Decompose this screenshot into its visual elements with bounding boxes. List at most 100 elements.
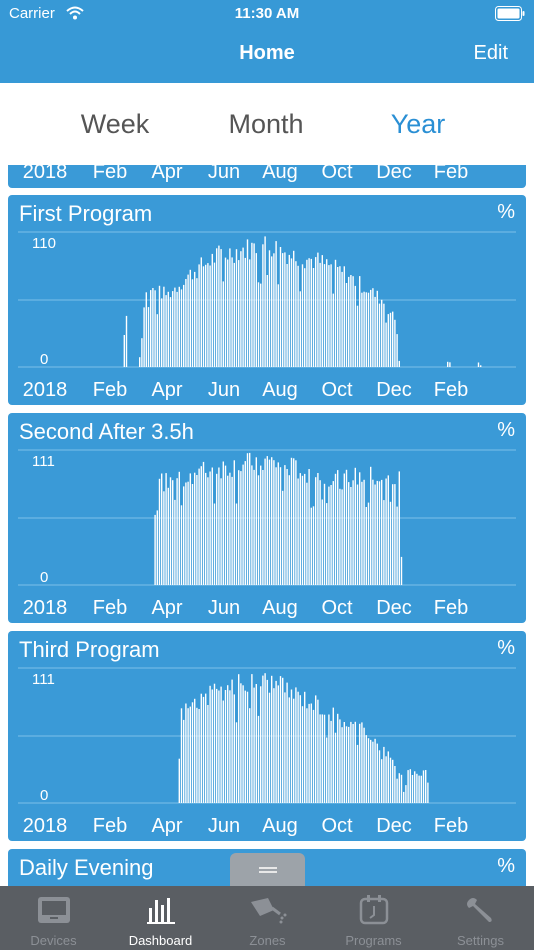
chart-bar (341, 271, 343, 367)
x-tick-label: Jun (207, 597, 241, 619)
chart-bar (321, 499, 323, 585)
chart-bar (330, 720, 332, 803)
chart-bar (376, 290, 378, 367)
chart-bar (262, 470, 264, 585)
chart-bar (260, 686, 262, 803)
chart-bar (275, 241, 277, 367)
chart-bar (275, 680, 277, 803)
chart-bar (260, 283, 262, 367)
tab-settings[interactable]: Settings (427, 886, 534, 950)
chart-bar (328, 486, 330, 585)
chart-bar (266, 456, 268, 585)
chart-bar (174, 499, 176, 585)
chart-bars (178, 673, 429, 803)
chart-bar (411, 775, 414, 803)
chart-bar (257, 282, 260, 367)
chart-bar (376, 743, 378, 803)
chart-bar (222, 461, 224, 585)
chart-bar (372, 479, 374, 585)
chart-bar (268, 459, 271, 585)
x-tick-label: Apr (151, 597, 183, 619)
card-unit: % (497, 855, 515, 877)
chart-bar (191, 484, 194, 585)
chart-bar (403, 791, 405, 803)
chart-bar (224, 690, 227, 803)
chart-bar (378, 481, 381, 585)
tab-devices[interactable]: Devices (0, 886, 107, 950)
chart-bar (224, 465, 227, 585)
chart-bar (242, 247, 244, 367)
chart-bar (374, 738, 376, 803)
chart-plot: 110 0 (18, 231, 516, 368)
chart-card-first-program[interactable]: First Program % 110 0 2018 Feb Apr Jun A… (8, 195, 526, 405)
chart-bar (328, 265, 330, 367)
chart-bar (312, 268, 315, 367)
chart-bar (348, 276, 350, 367)
tab-label: Devices (30, 933, 77, 948)
chart-bar (312, 506, 315, 585)
chart-bar (392, 484, 394, 585)
x-tick-label: 2018 (22, 815, 68, 837)
chart-bar (363, 479, 365, 585)
chart-bar (240, 471, 242, 585)
chart-card-partial-top[interactable]: 2018 Feb Apr Jun Aug Oct Dec Feb (8, 165, 526, 188)
chart-bar (319, 480, 321, 585)
chart-bar (198, 709, 200, 803)
chart-bar (202, 266, 205, 367)
settings-icon (466, 898, 492, 922)
chart-bar (383, 303, 385, 367)
chart-bar (196, 707, 198, 803)
chart-bar (266, 275, 268, 367)
status-bar: Carrier 11:30 AM (0, 0, 534, 28)
tab-programs[interactable]: Programs (320, 886, 427, 950)
chart-bar (253, 469, 255, 585)
chart-card-second-after[interactable]: Second After 3.5h % 111 0 2018 Feb Apr J… (8, 413, 526, 623)
chart-bar (231, 679, 233, 803)
segment-month[interactable]: Month (228, 109, 304, 139)
chart-bar (147, 307, 150, 367)
x-tick-label: Aug (262, 815, 298, 837)
chart-bar (326, 503, 328, 585)
chart-bar (229, 248, 231, 367)
x-tick-label: Feb (92, 597, 128, 619)
tab-zones[interactable]: Zones (214, 886, 321, 950)
chart-bar (205, 693, 207, 803)
chart-bar (246, 239, 249, 367)
chart-bar (189, 706, 191, 803)
y-min-label: 0 (40, 569, 48, 586)
edit-button[interactable]: Edit (473, 42, 508, 64)
chart-bar (196, 278, 198, 367)
chart-bar (315, 477, 317, 585)
chart-bar (367, 292, 370, 367)
x-tick-label: Feb (92, 165, 128, 183)
chart-bar (301, 475, 304, 585)
card-unit: % (497, 419, 515, 441)
chart-bar (385, 756, 387, 803)
x-tick-label: 2018 (22, 597, 68, 619)
chart-bar (398, 360, 400, 367)
handle-line (259, 867, 277, 869)
chart-bar (383, 500, 385, 585)
chart-bar (229, 472, 231, 585)
tab-dashboard[interactable]: Dashboard (107, 886, 214, 950)
chart-bar (394, 766, 396, 803)
tab-label: Dashboard (128, 933, 193, 948)
segment-week[interactable]: Week (80, 109, 150, 139)
x-tick-label: Oct (321, 815, 353, 837)
chart-plot: 111 0 (18, 667, 516, 804)
chart-bar (257, 715, 260, 803)
chart-bar (211, 467, 213, 585)
chart-bar (172, 291, 174, 367)
chart-bar (273, 253, 275, 367)
drawer-handle[interactable] (230, 853, 305, 887)
chart-bar (310, 703, 312, 803)
segment-year[interactable]: Year (390, 109, 446, 139)
chart-card-third-program[interactable]: Third Program % 111 0 2018 Feb Apr Jun A… (8, 631, 526, 841)
chart-bar (185, 279, 187, 367)
chart-bar (231, 257, 233, 367)
x-tick-label: Feb (433, 597, 469, 619)
chart-bar (381, 479, 383, 585)
dashboard-scroll[interactable]: 2018 Feb Apr Jun Aug Oct Dec Feb First P… (0, 165, 534, 886)
chart-bar (337, 267, 339, 367)
chart-bar (447, 361, 449, 367)
